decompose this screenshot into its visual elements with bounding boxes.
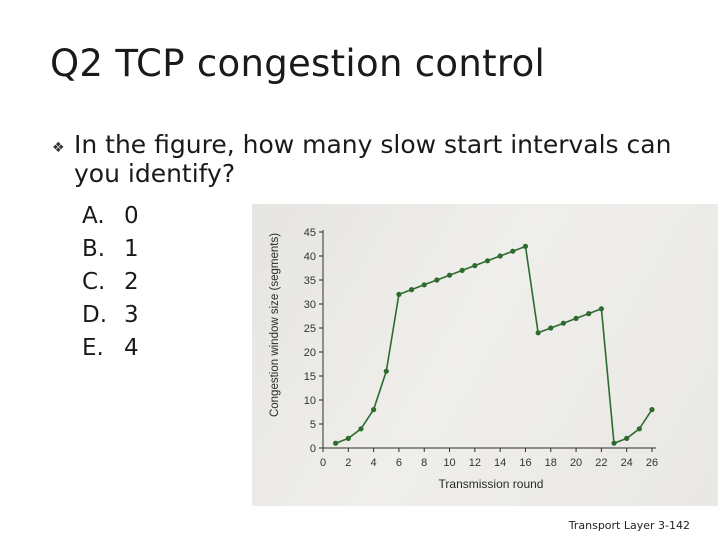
y-tick-label: 20 — [304, 347, 316, 359]
data-point — [611, 440, 617, 446]
option-value: 4 — [124, 335, 139, 361]
option-value: 3 — [124, 302, 139, 328]
data-point — [560, 320, 567, 326]
data-point — [586, 311, 592, 317]
data-point — [598, 306, 604, 312]
x-tick-label: 16 — [519, 457, 531, 469]
data-point — [624, 435, 630, 441]
data-point — [649, 407, 655, 413]
data-point — [636, 426, 642, 432]
data-point — [434, 277, 440, 283]
x-tick-label: 0 — [320, 457, 326, 469]
data-point — [345, 435, 351, 441]
y-tick-label: 30 — [304, 299, 316, 311]
option-letter: E. — [82, 335, 104, 361]
y-tick-label: 10 — [304, 395, 316, 407]
option-letter: A. — [82, 203, 105, 229]
option-c: C. 2 — [82, 266, 139, 299]
option-b: B. 1 — [82, 233, 139, 266]
y-tick-label: 15 — [304, 371, 316, 383]
option-value: 0 — [124, 203, 139, 229]
data-point — [522, 243, 529, 249]
option-d: D. 3 — [82, 299, 139, 332]
data-point — [535, 330, 541, 336]
y-tick-label: 25 — [304, 323, 316, 335]
congestion-window-chart: Congestion window size (segments) Transm… — [269, 227, 658, 491]
x-axis-label: Transmission round — [439, 477, 544, 491]
y-axis-label: Congestion window size (segments) — [269, 233, 281, 417]
x-tick-label: 4 — [371, 457, 377, 469]
data-point — [383, 368, 389, 374]
data-point — [333, 440, 339, 446]
y-tick-label: 5 — [310, 419, 316, 431]
x-tick-label: 20 — [570, 457, 582, 469]
x-tick-label: 12 — [469, 457, 481, 469]
x-tick-label: 26 — [646, 457, 658, 469]
data-point — [573, 315, 579, 321]
data-point — [497, 253, 503, 259]
data-point — [548, 325, 554, 331]
question-text: In the figure, how many slow start inter… — [74, 130, 672, 188]
chart-photo: Congestion window size (segments) Transm… — [252, 204, 718, 506]
option-a: A. 0 — [82, 200, 139, 233]
data-point — [396, 291, 402, 297]
x-tick-label: 14 — [494, 457, 506, 469]
x-tick-label: 22 — [595, 457, 607, 469]
data-point — [446, 272, 453, 278]
series-line — [335, 245, 653, 444]
diamond-bullet-icon: ❖ — [52, 140, 65, 156]
y-tick-label: 0 — [310, 443, 316, 455]
option-value: 1 — [124, 236, 139, 262]
option-letter: D. — [82, 302, 108, 328]
y-tick-label: 40 — [304, 251, 316, 263]
data-point — [408, 287, 415, 293]
data-point — [421, 282, 427, 288]
answer-options: A. 0 B. 1 C. 2 D. 3 E. 4 — [82, 200, 139, 365]
x-tick-label: 10 — [443, 457, 455, 469]
data-point — [358, 426, 364, 432]
y-tick-label: 35 — [304, 275, 316, 287]
data-point — [484, 258, 491, 264]
y-tick-label: 45 — [304, 227, 316, 239]
data-point — [510, 248, 516, 254]
option-letter: C. — [82, 269, 106, 295]
data-point — [459, 267, 465, 273]
x-tick-label: 6 — [396, 457, 402, 469]
option-e: E. 4 — [82, 332, 139, 365]
x-tick-label: 18 — [545, 457, 557, 469]
x-tick-label: 8 — [421, 457, 427, 469]
data-point — [472, 263, 478, 269]
x-tick-label: 2 — [345, 457, 351, 469]
option-value: 2 — [124, 269, 139, 295]
footer-page-label: Transport Layer 3-142 — [568, 519, 690, 532]
data-point — [371, 407, 377, 413]
slide-title: Q2 TCP congestion control — [50, 42, 546, 85]
option-letter: B. — [82, 236, 106, 262]
x-tick-label: 24 — [621, 457, 633, 469]
